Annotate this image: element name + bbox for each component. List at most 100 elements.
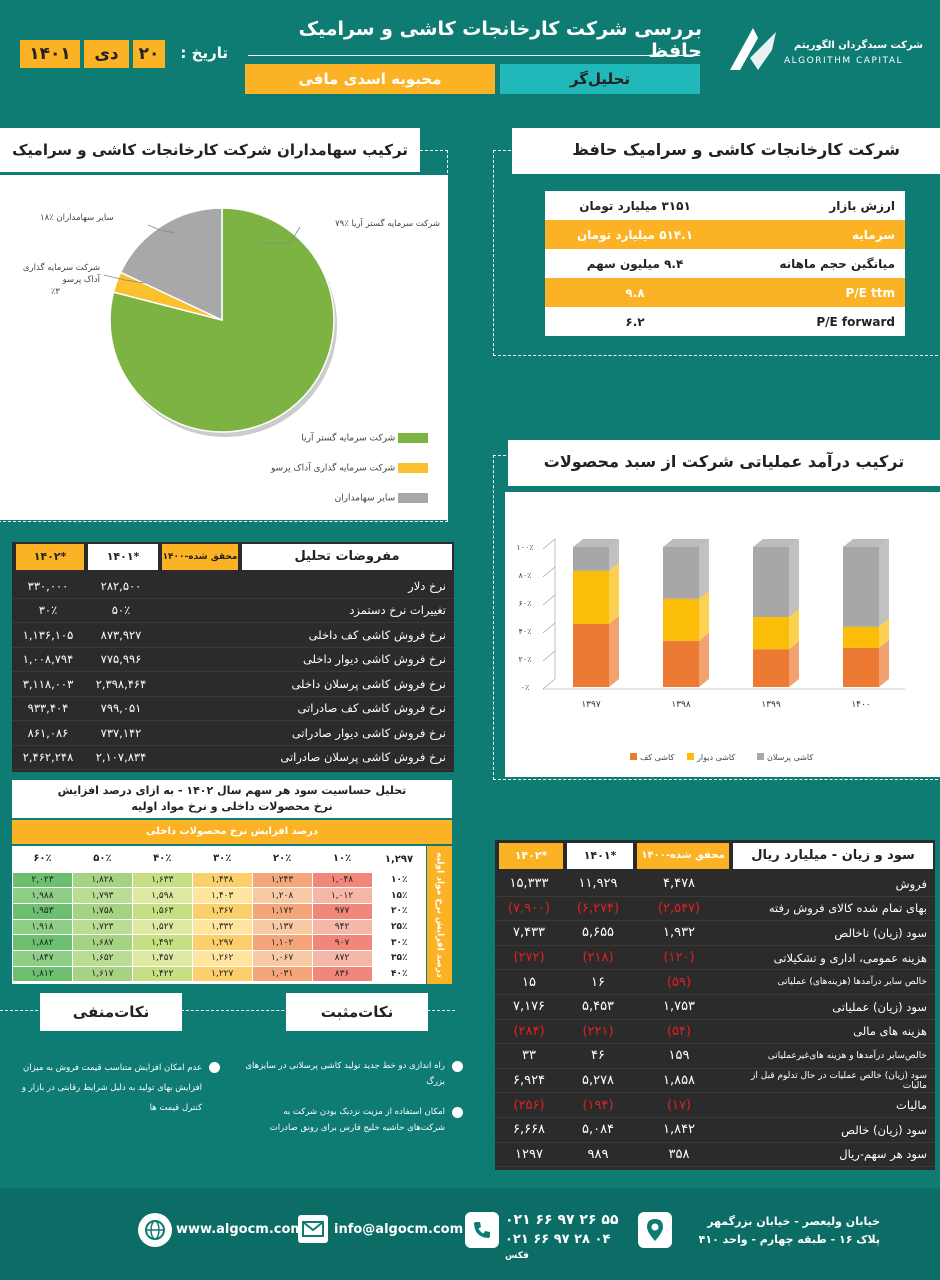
grid-cell: ۱,۵۲۷ — [131, 918, 193, 936]
legend-label: کاشی دیوار — [696, 753, 735, 762]
cell-1400: ۱,۹۳۲ — [662, 925, 696, 941]
y-grid-line — [542, 650, 556, 662]
web-icon[interactable] — [138, 1213, 172, 1247]
bar-top — [573, 539, 619, 547]
income-col-1400: ۱۴۰۰-محقق شده — [637, 843, 729, 869]
grid-cell: ۱,۵۶۳ — [131, 902, 193, 920]
cell-1402: ۳۳ — [522, 1048, 536, 1064]
grid-cell: ۱,۰۱۲ — [311, 887, 373, 904]
cell-1402: ۶,۶۶۸ — [512, 1122, 546, 1138]
x-tick-label: ۱۴۰۰ — [851, 700, 870, 710]
company-title: شرکت کارخانجات کاشی و سرامیک حافظ — [512, 128, 940, 174]
y-tick-label: ۸۰٪ — [519, 571, 532, 580]
grid-cell: ۱,۱۳۷ — [251, 918, 313, 936]
grid-row: ۱۵٪ ۱,۰۱۲ ۱,۲۰۸ ۱,۴۰۳ ۱,۵۹۸ ۱,۷۹۳ ۱,۹۸۸ — [12, 887, 426, 904]
row-label: نرخ فروش کاشی کف صادراتی — [297, 701, 446, 716]
cell-1401: ۵,۰۸۴ — [581, 1122, 615, 1138]
web-link[interactable]: www.algocm.com — [176, 1222, 304, 1237]
logo-icon — [730, 28, 776, 70]
bar-segment — [663, 640, 699, 687]
negative-item: عدم امکان افزایش متناسب قیمت فروش به میز… — [20, 1058, 220, 1118]
info-value: ۹.۴ میلیون سهم — [586, 256, 684, 271]
bar-segment — [753, 617, 789, 650]
shareholders-title: ترکیب سهامداران شرکت کارخانجات کاشی و سر… — [0, 128, 420, 203]
sensitivity-title-line2: نرخ محصولات داخلی و نرخ مواد اولیه — [131, 800, 333, 813]
pie-label-adak-3: ٪۳ — [50, 287, 60, 297]
bar-segment-side — [789, 609, 799, 650]
sensitivity-top-label: درصد افزایش نرخ محصولات داخلی — [12, 820, 452, 844]
row-label: فروش — [895, 876, 927, 891]
bar-segment-side — [609, 562, 619, 624]
table-row: نرخ فروش کاشی پرسلان داخلی ۲,۳۹۸,۴۶۴ ۳,۱۱۸… — [12, 672, 454, 697]
row-label: نرخ فروش کاشی دیوار صادراتی — [291, 725, 446, 740]
email-link[interactable]: info@algocm.com — [334, 1222, 464, 1237]
cell-1402: (۲۷۲) — [513, 950, 545, 966]
row-label: هزینه های مالی — [853, 1024, 927, 1039]
cell-1401: ۱۶ — [591, 974, 605, 990]
bar-segment — [753, 547, 789, 617]
grid-cell: ۱,۶۱۷ — [71, 965, 133, 983]
info-row: P/E ttm ۹.۸ — [545, 278, 905, 307]
info-value: ۹.۸ — [625, 285, 645, 300]
y-grid-line — [542, 678, 556, 690]
y-grid-line — [542, 566, 556, 578]
bar-segment — [843, 647, 879, 687]
cell-1401: ۷۷۵,۹۹۶ — [100, 652, 142, 667]
email-icon[interactable] — [298, 1215, 328, 1243]
info-value: ۳۱۵۱ میلیارد تومان — [579, 198, 691, 213]
cell-1400: ۱,۸۵۸ — [662, 1073, 696, 1089]
phone-number: ۰۲۱ ۶۶ ۹۷ ۲۶ ۵۵ — [505, 1212, 619, 1228]
table-row: خالص‌سایر درآمدها و هزینه های‌غیرعملیاتی… — [495, 1044, 935, 1069]
grid-cell: ۱,۸۲۸ — [71, 871, 133, 889]
info-row: ارزش بازار ۳۱۵۱ میلیارد تومان — [545, 191, 905, 220]
row-label: نرخ دلار — [408, 578, 446, 593]
cell-1401: ۲,۳۹۸,۴۶۴ — [95, 676, 147, 691]
row-label: خالص سایر درآمدها (هزینه‌های) عملیاتی — [777, 977, 928, 988]
bar-top — [843, 539, 889, 547]
bullet-icon — [452, 1061, 463, 1072]
cell-1400: ۱۵۹ — [668, 1048, 690, 1064]
cell-1402: ۹۳۳,۴۰۴ — [27, 701, 69, 716]
revenue-chart-area: ۰٪ ۲۰٪ ۴۰٪ ۶۰٪ ۸۰٪ ۱۰۰٪ ۱۳۹۷ ۱۳۹۸ ۱۳۹۹ ۱۴۰۰ کاشی ک… — [505, 492, 940, 777]
grid-cell: ۱,۹۵۳ — [12, 902, 73, 920]
cell-1402: ۶,۹۲۴ — [512, 1073, 546, 1089]
fax-number: ۰۲۱ ۶۶ ۹۷ ۲۸ ۰۴ — [505, 1232, 611, 1247]
header: بررسی شرکت کارخانجات کاشی و سرامیک حافظ … — [0, 0, 940, 110]
cell-1402: ۷,۴۳۳ — [512, 925, 546, 941]
phone-icon[interactable] — [465, 1212, 499, 1248]
y-tick-label: ۱۰۰٪ — [516, 543, 533, 552]
table-row: خالص سایر درآمدها (هزینه‌های) عملیاتی (۵۹… — [495, 970, 935, 995]
grid-cell: ۱,۴۹۲ — [131, 934, 193, 951]
table-row: سود (زیان) خالص ۱,۸۴۲ ۵,۰۸۴ ۶,۶۶۸ — [495, 1118, 935, 1143]
grid-row-header: ۲۰٪ — [372, 903, 426, 920]
grid-cell: ۱,۴۳۸ — [191, 871, 253, 889]
row-label: سود (زیان) خالص — [841, 1122, 927, 1137]
y-grid-line — [542, 538, 556, 550]
date-day: ۲۰ — [133, 40, 165, 68]
bar-segment-side — [699, 539, 709, 599]
row-label: سود (زیان) عملیاتی — [832, 999, 927, 1014]
row-label: بهای تمام شده کالای فروش رفته — [768, 901, 927, 916]
grid-row-header: ۲۵٪ — [372, 919, 426, 935]
assumptions-title: مفروضات تحلیل — [242, 544, 452, 570]
grid-cell: ۱,۹۱۸ — [12, 918, 73, 936]
table-row: سود (زیان) خالص عملیات در حال تدلوم قبل … — [495, 1069, 935, 1094]
cell-1401: ۴۶ — [591, 1048, 605, 1064]
grid-cell: ۱,۴۵۷ — [131, 949, 193, 967]
y-tick-label: ۴۰٪ — [519, 627, 532, 636]
grid-col-header: ۶۰٪ — [33, 853, 52, 865]
grid-cell: ۸۷۲ — [311, 949, 373, 967]
grid-row: ۲۵٪ ۹۴۲ ۱,۱۳۷ ۱,۳۳۲ ۱,۵۲۷ ۱,۷۲۳ ۱,۹۱۸ — [12, 918, 426, 936]
legend-item-adak: شرکت سرمایه گذاری آداک پرسو — [200, 463, 428, 493]
grid-row: ۳۰٪ ۹۰۷ ۱,۱۰۲ ۱,۲۹۷ ۱,۴۹۲ ۱,۶۸۷ ۱,۸۸۲ — [12, 934, 426, 951]
location-icon[interactable] — [638, 1212, 672, 1248]
grid-cell: ۱,۲۶۲ — [191, 949, 253, 967]
table-row: سود هر سهم-ریال ۳۵۸ ۹۸۹ ۱۲۹۷ — [495, 1143, 935, 1168]
grid-cell: ۱,۱۰۲ — [251, 934, 313, 951]
income-rows: فروش ۴,۴۷۸ ۱۱,۹۲۹ ۱۵,۳۳۳ بهای تمام شده کالای… — [495, 872, 935, 1168]
legend-swatch — [687, 753, 694, 760]
legend-label: کاشی پرسلان — [767, 753, 813, 762]
bar-segment — [663, 547, 699, 599]
grid-row-header: ۱۵٪ — [372, 887, 426, 904]
sensitivity-title: تحلیل حساسیت سود هر سهم سال ۱۴۰۲ - به از… — [12, 780, 452, 818]
